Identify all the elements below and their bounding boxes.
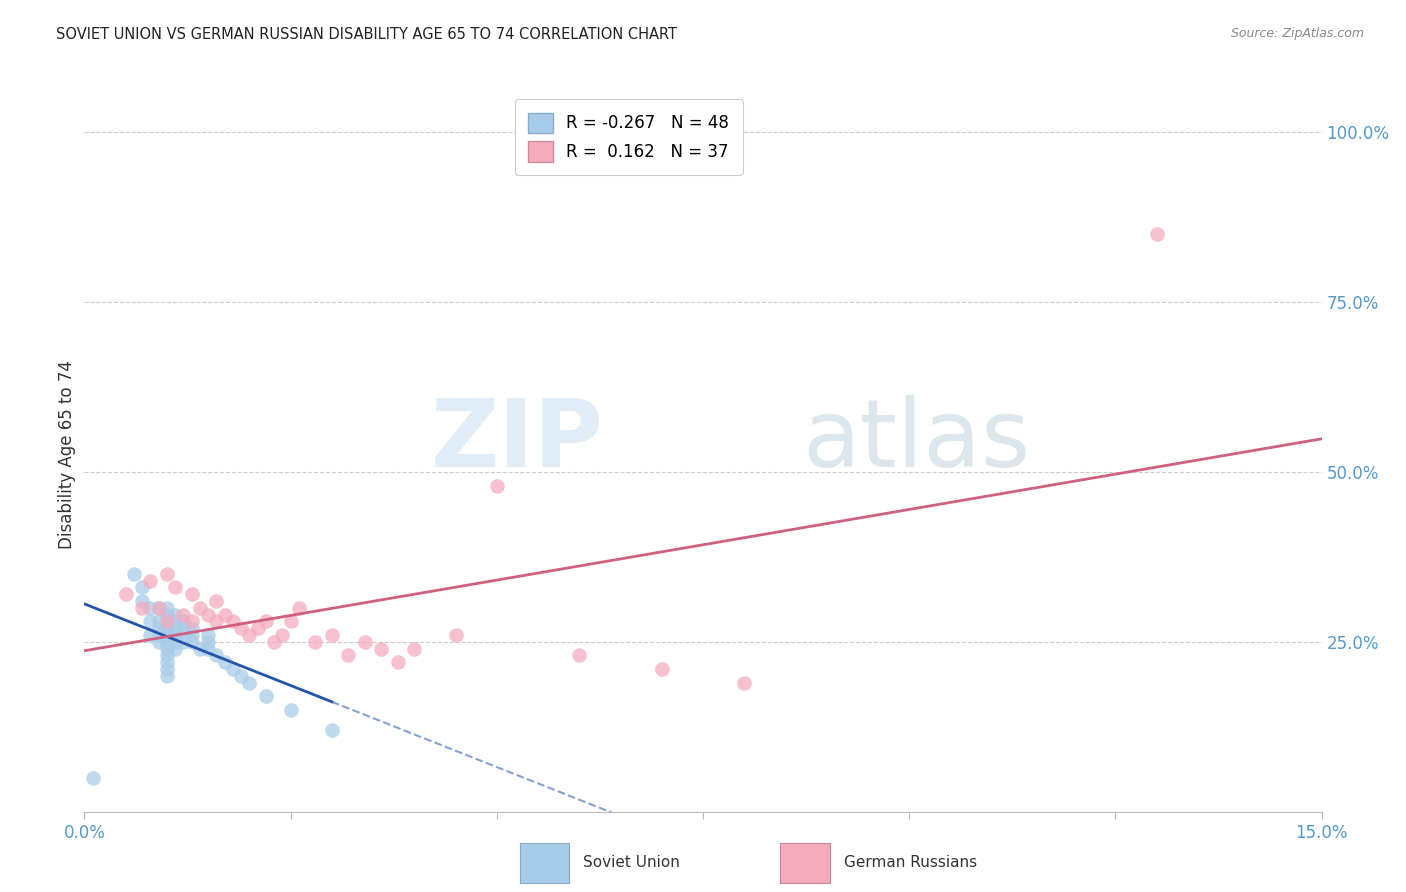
Point (139, 600, 162, 615)
Point (82, 771, 104, 785)
Point (188, 641, 211, 656)
Point (353, 635, 375, 649)
Point (370, 641, 392, 656)
Point (254, 615, 277, 629)
Point (148, 621, 170, 635)
Point (733, 675, 755, 690)
Text: atlas: atlas (801, 394, 1031, 487)
Point (172, 621, 194, 635)
Point (304, 635, 326, 649)
Point (165, 615, 187, 629)
Point (156, 669, 179, 683)
Y-axis label: Disability Age 65 to 74: Disability Age 65 to 74 (58, 360, 76, 549)
Point (222, 615, 245, 629)
Point (165, 581, 187, 595)
Point (156, 628, 179, 642)
Point (148, 600, 170, 615)
Point (172, 615, 194, 629)
Point (165, 628, 187, 642)
Point (387, 655, 409, 669)
Point (156, 655, 179, 669)
Point (263, 635, 285, 649)
Point (156, 600, 179, 615)
Point (321, 628, 343, 642)
Point (180, 635, 202, 649)
Point (238, 675, 260, 690)
Point (148, 600, 170, 615)
Point (156, 607, 179, 622)
Point (148, 628, 170, 642)
Point (444, 628, 467, 642)
Point (139, 574, 162, 588)
Point (180, 621, 202, 635)
Point (165, 621, 187, 635)
Text: Source: ZipAtlas.com: Source: ZipAtlas.com (1230, 27, 1364, 40)
Point (172, 607, 194, 622)
Point (238, 628, 260, 642)
Point (156, 621, 179, 635)
Point (131, 581, 153, 595)
Point (222, 662, 245, 676)
Point (197, 607, 219, 622)
Legend: R = -0.267   N = 48, R =  0.162   N = 37: R = -0.267 N = 48, R = 0.162 N = 37 (515, 99, 742, 175)
Point (122, 566, 145, 581)
Point (246, 621, 269, 635)
Point (229, 669, 252, 683)
Point (197, 628, 219, 642)
Point (205, 648, 228, 663)
Point (188, 600, 211, 615)
Point (321, 723, 343, 738)
Point (280, 615, 302, 629)
Point (156, 566, 179, 581)
Point (180, 628, 202, 642)
Point (280, 703, 302, 717)
Point (197, 635, 219, 649)
Point (485, 478, 508, 492)
Point (131, 594, 153, 608)
Point (651, 662, 673, 676)
Point (214, 655, 236, 669)
Text: Soviet Union: Soviet Union (583, 855, 681, 870)
Point (131, 600, 153, 615)
Point (271, 628, 294, 642)
Point (148, 615, 170, 629)
Point (156, 615, 179, 629)
Point (180, 587, 202, 601)
Point (1146, 227, 1168, 241)
Text: SOVIET UNION VS GERMAN RUSSIAN DISABILITY AGE 65 TO 74 CORRELATION CHART: SOVIET UNION VS GERMAN RUSSIAN DISABILIT… (56, 27, 678, 42)
Point (156, 662, 179, 676)
Point (337, 648, 360, 663)
Point (148, 635, 170, 649)
Point (114, 587, 136, 601)
Text: German Russians: German Russians (844, 855, 977, 870)
Point (139, 615, 162, 629)
Point (197, 641, 219, 656)
Point (139, 628, 162, 642)
Point (165, 641, 187, 656)
Point (568, 648, 591, 663)
Point (205, 594, 228, 608)
Point (156, 641, 179, 656)
Point (165, 607, 187, 622)
Point (214, 607, 236, 622)
Point (254, 689, 277, 703)
Point (205, 615, 228, 629)
Text: ZIP: ZIP (432, 394, 605, 487)
Point (156, 648, 179, 663)
Point (156, 615, 179, 629)
Point (165, 635, 187, 649)
Point (172, 635, 194, 649)
Point (156, 635, 179, 649)
Point (172, 628, 194, 642)
Point (180, 615, 202, 629)
Point (229, 621, 252, 635)
Point (404, 641, 426, 656)
Point (288, 600, 311, 615)
